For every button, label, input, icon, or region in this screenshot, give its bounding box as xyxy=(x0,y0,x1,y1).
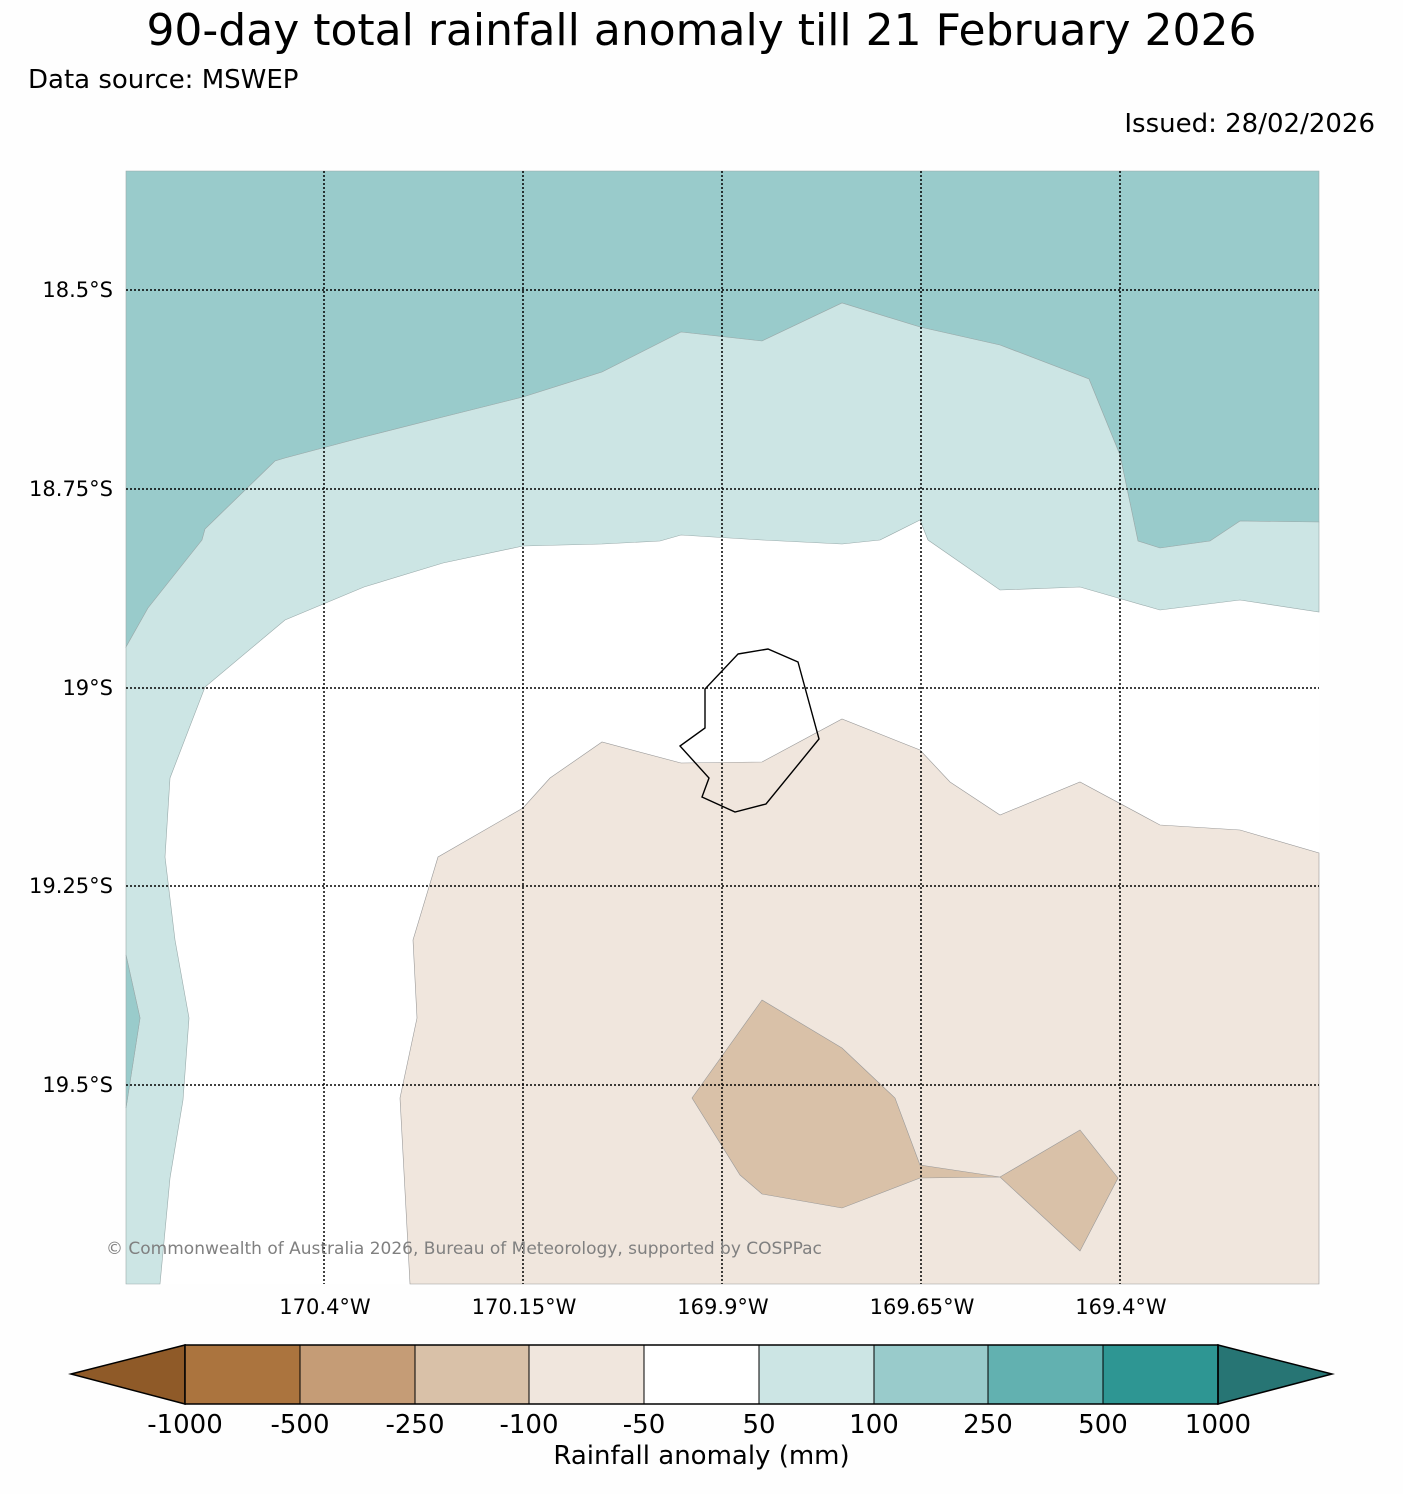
issued-date: Issued: 28/02/2026 xyxy=(1124,109,1375,139)
colorbar-segment-50 xyxy=(758,1344,875,1405)
lon-label-170-15: 170.15°W xyxy=(471,1295,577,1319)
lat-label-19-5: 19.5°S xyxy=(42,1073,113,1097)
lat-label-18-5: 18.5°S xyxy=(42,278,113,302)
colorbar-segment-neg100 xyxy=(528,1344,645,1405)
map-title: 90-day total rainfall anomaly till 21 Fe… xyxy=(146,5,1257,56)
colorbar-over-arrow xyxy=(1217,1344,1335,1405)
lon-label-170-4: 170.4°W xyxy=(279,1295,371,1319)
region-anomaly-neg250-to-neg100 xyxy=(691,999,1119,1252)
colorbar-outline xyxy=(184,1344,1219,1405)
colorbar-label: Rainfall anomaly (mm) xyxy=(553,1441,850,1471)
colorbar-segment-neg1000 xyxy=(184,1344,301,1405)
colorbar-under-arrow xyxy=(68,1344,186,1405)
colorbar-tick: 50 xyxy=(742,1410,776,1440)
colorbar-segment-250 xyxy=(987,1344,1104,1405)
colorbar-tick: 500 xyxy=(1078,1410,1128,1440)
colorbar-tick: -1000 xyxy=(147,1410,223,1440)
colorbar xyxy=(68,1344,1335,1405)
lon-label-169-9: 169.9°W xyxy=(677,1295,769,1319)
colorbar-segment-neg500 xyxy=(299,1344,416,1405)
lat-label-19: 19°S xyxy=(62,676,113,700)
region-anomaly-100-to-250-west xyxy=(125,954,141,1109)
island-outline xyxy=(678,648,820,813)
colorbar-tick: 100 xyxy=(849,1410,899,1440)
colorbar-segment-neg50 xyxy=(643,1344,760,1405)
colorbar-tick: -250 xyxy=(385,1410,445,1440)
lat-label-18-75: 18.75°S xyxy=(29,477,113,501)
colorbar-tick: -500 xyxy=(270,1410,330,1440)
colorbar-tick: 1000 xyxy=(1184,1410,1252,1440)
data-source: Data source: MSWEP xyxy=(28,65,299,95)
lon-label-169-4: 169.4°W xyxy=(1075,1295,1167,1319)
colorbar-tick: -100 xyxy=(499,1410,559,1440)
colorbar-tick: 250 xyxy=(963,1410,1013,1440)
gridlines xyxy=(126,171,1319,1284)
colorbar-tick: -50 xyxy=(622,1410,666,1440)
lon-label-169-65: 169.65°W xyxy=(869,1295,975,1319)
region-anomaly-50-to-100 xyxy=(125,302,1320,1285)
copyright-notice: © Commonwealth of Australia 2026, Bureau… xyxy=(106,1239,822,1259)
colorbar-segment-500 xyxy=(1102,1344,1219,1405)
lat-label-19-25: 19.25°S xyxy=(29,874,113,898)
colorbar-segment-100 xyxy=(873,1344,989,1405)
colorbar-segment-neg250 xyxy=(414,1344,530,1405)
